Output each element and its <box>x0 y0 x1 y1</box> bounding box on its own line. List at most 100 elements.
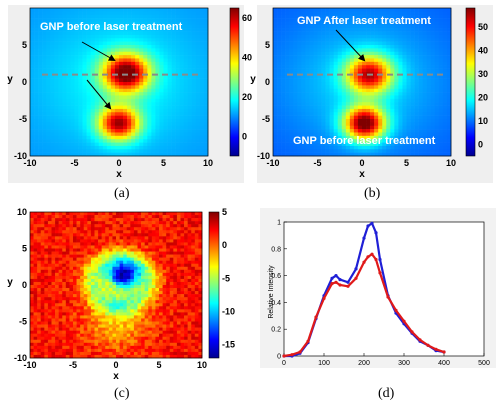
heatmap-c-cell <box>33 224 38 228</box>
heatmap-b-cell <box>341 38 347 42</box>
heatmap-a-cell <box>179 119 185 123</box>
heatmap-b-cell <box>446 34 452 39</box>
heatmap-c-cell <box>76 236 81 240</box>
heatmap-b-cell <box>414 92 419 96</box>
heatmap-a-cell <box>159 88 164 93</box>
heatmap-b-cell <box>438 98 444 103</box>
heatmap-a-cell <box>143 48 148 53</box>
heatmap-b-cell <box>297 18 302 22</box>
heatmap-c-cell <box>51 318 56 322</box>
heatmap-b-cell <box>382 8 387 12</box>
heatmap-b-cell <box>301 48 306 53</box>
heatmap-a-cell <box>110 51 116 56</box>
heatmap-b-cell <box>438 75 444 79</box>
heatmap-c-cell <box>83 324 88 328</box>
heatmap-a-cell <box>203 88 209 93</box>
heatmap-a-cell <box>102 82 108 86</box>
heatmap-a-cell <box>74 105 79 110</box>
heatmap-a-cell <box>175 48 180 53</box>
heatmap-b-cell <box>442 135 448 140</box>
heatmap-a-cell <box>163 18 168 22</box>
heatmap-b-cell <box>337 98 343 103</box>
heatmap-a-cell <box>179 55 185 59</box>
heatmap-c-cell <box>105 285 110 289</box>
heatmap-a-cell <box>86 122 91 127</box>
heatmap-b-cell <box>446 48 452 53</box>
heatmap-c-cell <box>83 312 88 316</box>
heatmap-b-cell <box>386 55 391 59</box>
heatmap-b-cell <box>337 125 343 130</box>
heatmap-c-cell <box>73 285 77 289</box>
heatmap-a-cell <box>123 105 128 110</box>
plot-frame-a <box>29 7 209 157</box>
heatmap-c-cell <box>55 224 59 228</box>
heatmap-a-cell <box>159 125 164 130</box>
heatmap-a-cell <box>114 51 120 56</box>
heatmap-a-cell <box>110 75 116 79</box>
heatmap-c-cell <box>44 327 49 331</box>
heatmap-b-cell <box>313 129 318 133</box>
heatmap-a-cell <box>54 142 59 147</box>
heatmap-a-cell <box>127 122 132 127</box>
heatmap-a-cell <box>34 152 39 157</box>
heatmap-c-cell <box>73 306 77 310</box>
heatmap-b-cell <box>394 102 399 106</box>
heatmap-c-cell <box>73 315 77 319</box>
heatmap-a-cell <box>70 41 75 46</box>
heatmap-a-cell <box>50 31 55 36</box>
heatmap-c-cell <box>73 260 77 265</box>
heatmap-a-cell <box>38 112 43 116</box>
heatmap-b-cell <box>366 125 371 130</box>
heatmap-a-cell <box>102 61 108 66</box>
heatmap-a-cell <box>199 85 205 90</box>
heatmap-c-cell <box>47 254 52 258</box>
heatmap-a-cell <box>58 75 63 79</box>
heatmap-b-cell <box>353 18 359 22</box>
heatmap-a-cell <box>203 31 209 36</box>
heatmap-a-cell <box>114 11 120 16</box>
heatmap-b-cell <box>402 38 407 42</box>
heatmap-b-cell <box>337 21 343 26</box>
heatmap-a-cell <box>131 92 136 96</box>
heatmap-a-cell <box>187 145 193 150</box>
heatmap-c-cell <box>69 254 74 258</box>
heatmap-c-cell <box>87 342 92 347</box>
heatmap-a-cell <box>30 132 35 137</box>
heatmap-c-cell <box>90 266 95 271</box>
heatmap-c-cell <box>40 242 45 246</box>
heatmap-a-cell <box>54 61 59 66</box>
heatmap-a-cell <box>70 65 75 69</box>
heatmap-b-cell <box>386 28 391 32</box>
heatmap-c-cell <box>47 272 52 277</box>
heatmap-b-cell <box>289 142 294 147</box>
heatmap-a-cell <box>191 145 197 150</box>
heatmap-c-cell <box>87 309 92 313</box>
heatmap-b-cell <box>325 65 330 69</box>
heatmap-b-cell <box>434 119 440 123</box>
heatmap-c-cell <box>105 309 110 313</box>
heatmap-a-cell <box>74 24 79 29</box>
heatmap-b-cell <box>406 85 411 90</box>
heatmap-b-cell <box>297 95 302 100</box>
heatmap-b-cell <box>434 102 440 106</box>
heatmap-b-cell <box>370 95 375 100</box>
heatmap-a-cell <box>58 65 63 69</box>
heatmap-c-cell <box>58 333 63 338</box>
heatmap-b-cell <box>309 119 314 123</box>
heatmap-a-cell <box>90 152 96 157</box>
heatmap-b-cell <box>378 48 383 53</box>
heatmap-b-cell <box>301 152 306 157</box>
heatmap-b-cell <box>293 98 298 103</box>
heatmap-a-cell <box>187 55 193 59</box>
heatmap-a-cell <box>86 135 91 140</box>
heatmap-b-cell <box>357 11 363 16</box>
heatmap-b-cell <box>430 145 436 150</box>
heatmap-b-cell <box>285 85 290 90</box>
heatmap-b-cell <box>418 142 423 147</box>
heatmap-b-cell <box>362 139 367 143</box>
heatmap-a-cell <box>106 28 112 32</box>
heatmap-c-cell <box>44 348 49 353</box>
heatmap-b-cell <box>390 102 395 106</box>
heatmap-a-cell <box>167 98 172 103</box>
heatmap-c-cell <box>47 309 52 313</box>
